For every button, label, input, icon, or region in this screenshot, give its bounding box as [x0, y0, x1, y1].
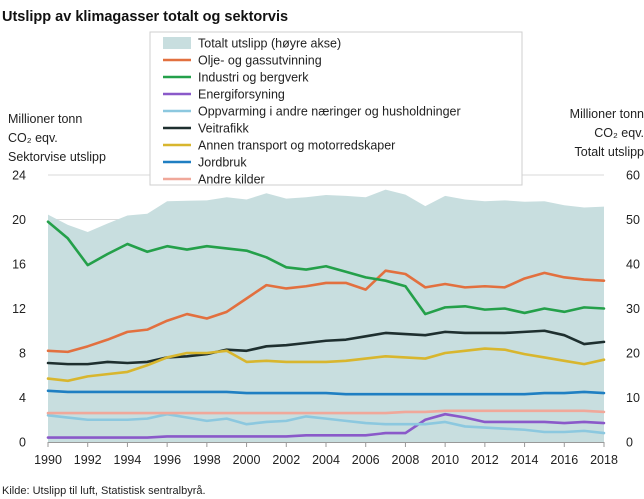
x-tick-label: 1998 [193, 453, 221, 467]
right-tick-label: 40 [626, 258, 640, 272]
left-y-ticks: 0 4 8 12 16 20 24 [12, 169, 26, 450]
x-tick-label: 2006 [352, 453, 380, 467]
x-tick-label: 1992 [74, 453, 102, 467]
sector-lines [46, 220, 606, 439]
x-tick-label: 2010 [431, 453, 459, 467]
legend-swatch [163, 37, 191, 49]
series-line [46, 389, 606, 396]
series-line [46, 412, 606, 435]
source-note: Kilde: Utslipp til luft, Statistisk sent… [2, 485, 206, 497]
total-emissions-area-shape [48, 189, 604, 442]
x-ticks: 1990 1992 1994 1996 1998 2000 2002 2004 2006 2008… [34, 442, 618, 467]
x-tick-label: 2014 [511, 453, 539, 467]
x-tick-label: 1996 [153, 453, 181, 467]
x-tick-label: 1990 [34, 453, 62, 467]
legend-label: Annen transport og motorredskaper [198, 139, 395, 153]
left-tick-label: 16 [12, 258, 26, 272]
right-axis-label: Millioner tonn CO₂ eqv. Totalt utslipp [570, 107, 644, 159]
series-line [46, 329, 606, 366]
series-line [46, 409, 606, 415]
left-axis-label-line: CO₂ eqv. [8, 131, 58, 145]
x-tick-label: 2018 [590, 453, 618, 467]
right-axis-label-line: Millioner tonn [570, 107, 644, 121]
left-axis-label-line: Sektorvise utslipp [8, 150, 106, 164]
right-tick-label: 60 [626, 169, 640, 183]
x-tick-label: 2004 [312, 453, 340, 467]
left-tick-label: 20 [12, 213, 26, 227]
legend-label: Oppvarming i andre næringer og husholdni… [198, 105, 461, 119]
series-line [46, 220, 606, 316]
legend-label: Jordbruk [198, 156, 247, 170]
right-axis-label-line: Totalt utslipp [575, 145, 644, 159]
right-tick-label: 30 [626, 302, 640, 316]
right-tick-label: 50 [626, 213, 640, 227]
legend-label: Veitrafikk [198, 122, 249, 136]
legend-label: Industri og bergverk [198, 71, 309, 85]
left-axis-label: Millioner tonn CO₂ eqv. Sektorvise utsli… [8, 112, 106, 164]
legend-label: Andre kilder [198, 173, 265, 187]
chart-title: Utslipp av klimagasser totalt og sektorv… [2, 9, 288, 25]
x-tick-label: 2002 [272, 453, 300, 467]
right-tick-label: 10 [626, 391, 640, 405]
x-tick-label: 2000 [233, 453, 261, 467]
series-line [46, 269, 606, 354]
x-tick-label: 1994 [114, 453, 142, 467]
total-emissions-area [48, 189, 604, 442]
left-axis-label-line: Millioner tonn [8, 112, 82, 126]
left-tick-label: 8 [19, 347, 26, 361]
legend-box [149, 31, 523, 186]
x-tick-label: 2016 [550, 453, 578, 467]
left-tick-label: 0 [19, 436, 26, 450]
x-tick-label: 2008 [392, 453, 420, 467]
right-tick-label: 0 [626, 436, 633, 450]
right-axis-label-line: CO₂ eqv. [594, 126, 644, 140]
left-tick-label: 4 [19, 391, 26, 405]
left-tick-label: 24 [12, 169, 26, 183]
legend-label: Energiforsyning [198, 88, 285, 102]
legend-label: Olje- og gassutvinning [198, 54, 322, 68]
x-tick-label: 2012 [471, 453, 499, 467]
right-tick-label: 20 [626, 347, 640, 361]
legend-label: Totalt utslipp (høyre akse) [198, 37, 341, 51]
left-tick-label: 12 [12, 302, 26, 316]
legend: Totalt utslipp (høyre akse) Olje- og gass… [149, 31, 523, 187]
series-line [46, 347, 606, 383]
right-y-ticks: 0 10 20 30 40 50 60 [626, 169, 640, 450]
series-line [46, 412, 606, 439]
